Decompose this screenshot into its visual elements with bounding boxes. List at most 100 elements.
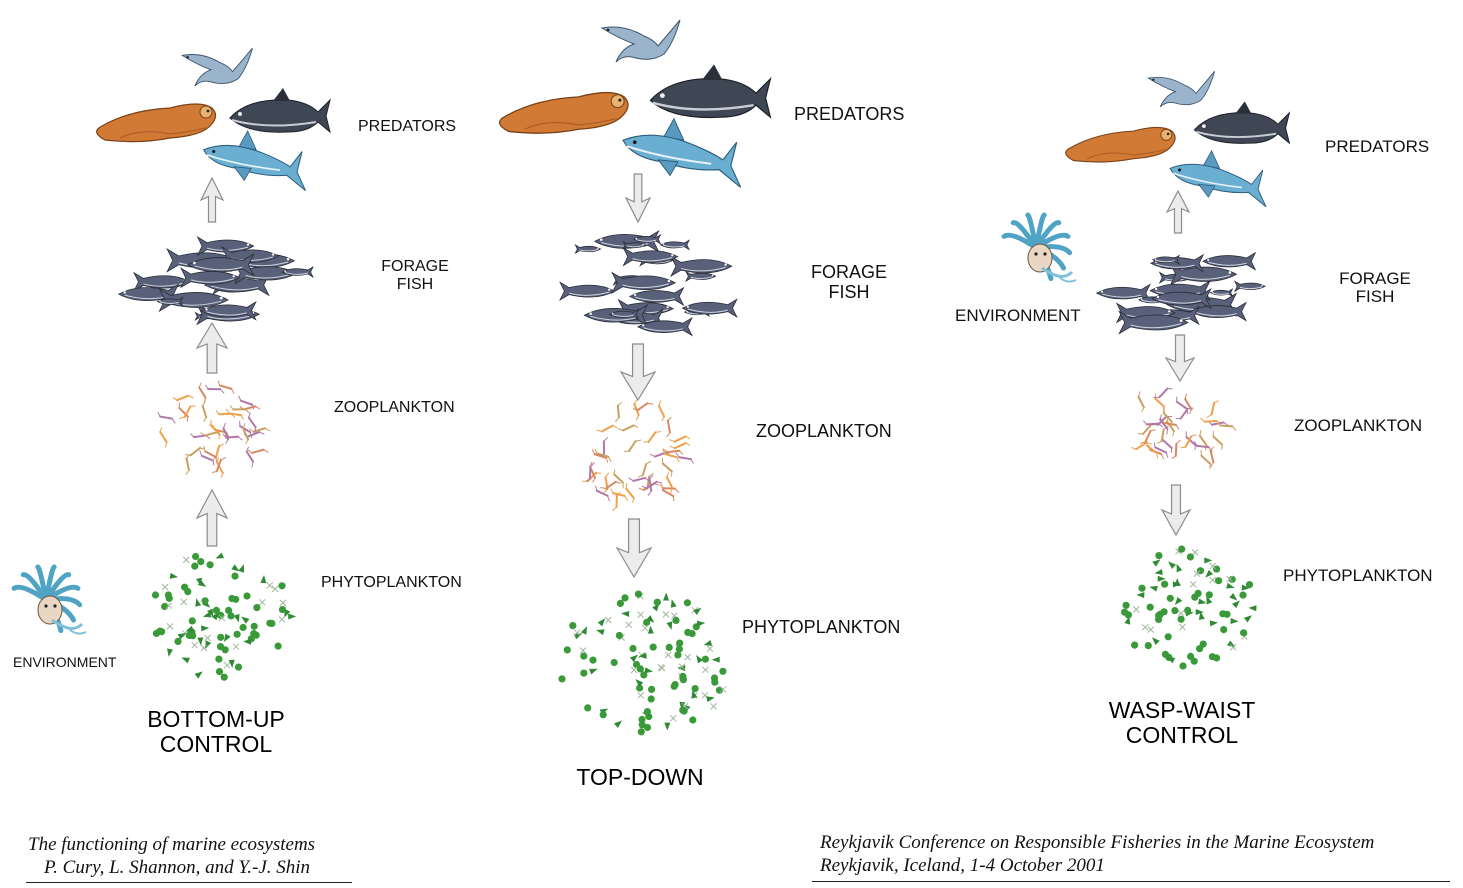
phytoplankton-cell-icon <box>691 685 699 693</box>
phytoplankton-cell-icon <box>665 643 673 652</box>
forage-fish-icon <box>1189 301 1247 322</box>
forage-line-2: FISH <box>1355 287 1395 306</box>
phytoplankton-cell-icon <box>182 556 190 564</box>
zooplankton-icon <box>201 400 208 422</box>
zooplankton-icon <box>1185 431 1197 451</box>
phytoplankton-cell-icon <box>200 625 210 632</box>
title-line-2: CONTROL <box>159 731 273 757</box>
zooplankton-icon <box>1162 407 1173 427</box>
phytoplankton-cell-icon <box>215 552 225 559</box>
forage-fish-icon <box>611 271 677 295</box>
phytoplankton-cell-icon <box>1141 623 1149 631</box>
phytoplankton-cell-icon <box>205 640 212 649</box>
title-line-1: BOTTOM-UP <box>147 706 285 732</box>
forage-fish-icon <box>1151 254 1181 266</box>
phytoplankton-cell-icon <box>675 645 684 653</box>
zooplankton-icon <box>643 430 662 444</box>
phytoplankton-cell-icon <box>676 639 684 647</box>
phytoplankton-cell-icon <box>181 657 190 664</box>
zooplankton-icon <box>600 480 621 490</box>
phytoplankton-cell-icon <box>225 606 233 615</box>
phytoplankton-cell-icon <box>696 655 704 664</box>
zooplankton-icon <box>1161 418 1180 430</box>
forage-line-1: FORAGE <box>381 258 449 275</box>
phytoplankton-cell-icon <box>158 628 166 636</box>
zooplankton-icon <box>665 472 674 494</box>
phytoplankton-cell-icon <box>233 630 241 638</box>
zooplankton-icon <box>1193 441 1213 452</box>
arrow-down-forage <box>619 343 657 402</box>
zooplankton-icon <box>1153 387 1173 399</box>
citation-left-rule <box>26 882 352 883</box>
zooplankton-icon <box>204 384 225 394</box>
phytoplankton-cell-icon <box>636 684 644 692</box>
phytoplankton-cell-icon <box>648 685 656 694</box>
phytoplankton-cell-icon <box>1191 593 1199 601</box>
phytoplankton-cell-icon <box>610 658 618 667</box>
zooplankton-icon <box>185 454 191 475</box>
phytoplankton-cell-icon <box>1138 584 1146 592</box>
title-line-2: CONTROL <box>1125 722 1239 748</box>
phytoplankton-cell-icon <box>691 690 698 699</box>
phytoplankton-cell-icon <box>646 615 655 623</box>
zooplankton-icon <box>200 431 222 437</box>
zooplankton-icon <box>216 456 224 478</box>
zooplankton-icon <box>596 424 618 433</box>
phytoplankton-cell-icon <box>218 614 226 622</box>
phytoplankton-cell-icon <box>239 623 247 632</box>
phytoplankton-cell-icon <box>664 722 671 731</box>
arrow-up-predators <box>199 176 225 223</box>
top-down-phytoplankton-label: PHYTOPLANKTON <box>742 617 901 637</box>
phytoplankton-cell-icon <box>596 629 605 636</box>
zooplankton-icon <box>157 411 176 424</box>
environment-wind-face-icon <box>1001 212 1077 283</box>
phytoplankton-cell-icon <box>683 599 692 607</box>
forage-fish-icon <box>622 240 647 250</box>
zooplankton-icon <box>229 405 250 414</box>
phytoplankton-cell-icon <box>234 663 243 671</box>
phytoplankton-cell-icon <box>231 572 239 580</box>
zooplankton-icon <box>1212 430 1224 450</box>
zooplankton-icon <box>647 475 654 496</box>
phytoplankton-cell-icon <box>658 664 666 672</box>
phytoplankton-cell-icon <box>563 646 571 654</box>
phytoplankton-cell-icon <box>643 723 652 732</box>
phytoplankton-cell-icon <box>1166 657 1176 664</box>
phytoplankton-cell-icon <box>613 720 622 729</box>
phytoplankton-cell-icon <box>635 679 644 687</box>
phytoplankton-cell-icon <box>177 632 187 640</box>
forage-line-2: FISH <box>396 276 434 293</box>
zooplankton-icon <box>1139 429 1156 445</box>
arrow-down-predators <box>624 173 652 224</box>
phytoplankton-cell-icon <box>674 651 682 659</box>
phytoplankton-cell-icon <box>241 616 250 624</box>
phytoplankton-cell-icon <box>647 695 655 703</box>
phytoplankton-cell-icon <box>274 642 282 650</box>
phytoplankton-cell-icon <box>1122 601 1130 609</box>
phytoplankton-cell-icon <box>1199 640 1207 648</box>
phytoplankton-cell-icon <box>1241 584 1250 591</box>
phytoplankton-cell-icon <box>191 562 199 570</box>
phytoplankton-cell-icon <box>204 634 211 642</box>
bottom-up-predators-label: PREDATORS <box>358 118 457 135</box>
phytoplankton-cell-icon <box>215 655 223 663</box>
forage-fish-icon <box>1209 288 1234 298</box>
zooplankton-icon <box>215 410 236 419</box>
phytoplankton-cell-icon <box>220 673 228 681</box>
tuna-icon <box>229 88 331 134</box>
phytoplankton-cell-icon <box>1131 641 1139 649</box>
phytoplankton-cell-icon <box>1215 577 1223 585</box>
zooplankton-icon <box>666 416 672 438</box>
zooplankton-icon <box>662 449 680 463</box>
phytoplankton-cell-icon <box>1132 606 1140 613</box>
phytoplankton-cell-icon <box>1166 594 1174 602</box>
phytoplankton-cell-icon <box>288 613 297 620</box>
phytoplankton-cell-icon <box>231 564 240 572</box>
zooplankton-icon <box>1200 450 1212 469</box>
phytoplankton-cell-icon <box>1121 608 1129 616</box>
zooplankton-icon <box>210 443 224 461</box>
zooplankton-icon <box>238 395 255 410</box>
forage-fish-icon <box>186 253 255 277</box>
phytoplankton-cell-icon <box>1136 592 1145 599</box>
top-down-zooplankton-label: ZOOPLANKTON <box>756 421 892 441</box>
